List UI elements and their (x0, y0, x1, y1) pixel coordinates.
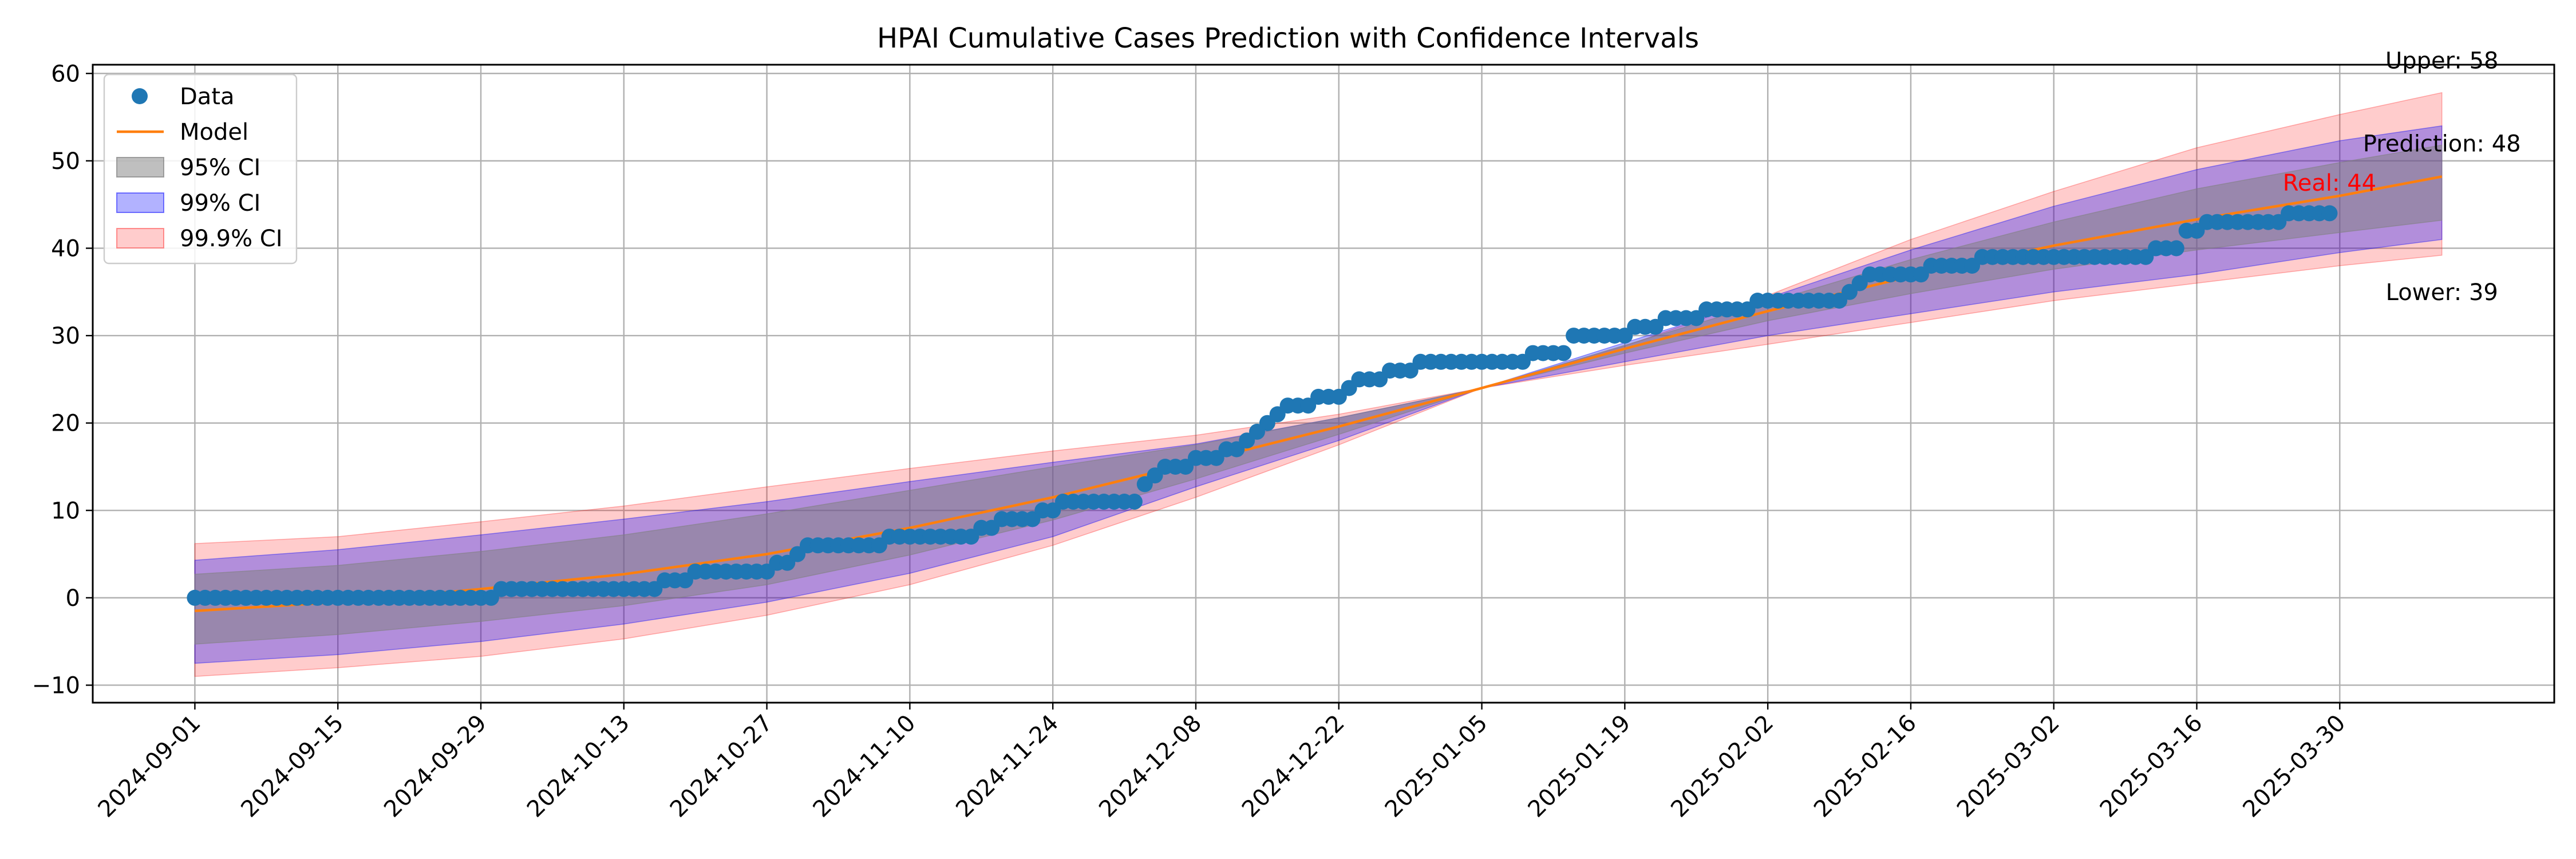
model-line (195, 175, 2443, 613)
y-tick-label: 30 (51, 323, 80, 349)
data-point (1555, 345, 1572, 361)
data-point (2168, 240, 2184, 257)
data-point (1126, 494, 1143, 510)
legend-label: 95% CI (180, 155, 260, 181)
legend-label: Data (180, 84, 235, 110)
legend-label: 99% CI (180, 190, 260, 216)
annotation-label: Upper: 58 (2385, 48, 2499, 74)
y-tick-label: 40 (51, 235, 80, 262)
y-tick-label: 60 (51, 61, 80, 87)
legend-label: 99.9% CI (180, 226, 283, 252)
y-tick-label: −10 (32, 672, 80, 699)
data-points (187, 205, 2338, 606)
y-axis-ticks: −10 0 10 20 30 40 50 60 (32, 61, 93, 699)
annotations: Upper: 58 Prediction: 48 Real: 44 Lower: 39 (2283, 48, 2521, 305)
grid-lines (93, 65, 2554, 703)
annotation-label: Lower: 39 (2386, 279, 2498, 306)
y-tick-label: 0 (66, 585, 80, 612)
legend-swatch (116, 228, 164, 249)
legend-marker-data (132, 88, 148, 104)
legend-swatch (116, 192, 164, 213)
y-tick-label: 50 (51, 148, 80, 175)
model-series (195, 175, 2443, 613)
annotation-label: Real: 44 (2283, 170, 2376, 196)
chart-title: HPAI Cumulative Cases Prediction with Co… (877, 22, 1699, 54)
data-point (2321, 205, 2338, 222)
y-tick-label: 10 (51, 498, 80, 524)
annotation-label: Prediction: 48 (2363, 131, 2521, 157)
plot-frame (92, 64, 2555, 704)
legend-swatch (116, 157, 164, 178)
y-tick-label: 20 (51, 411, 80, 437)
legend-label: Model (180, 119, 248, 145)
legend: Data Model 95% CI 99% CI 99.9% CI (103, 73, 298, 265)
legend-box (103, 73, 298, 265)
